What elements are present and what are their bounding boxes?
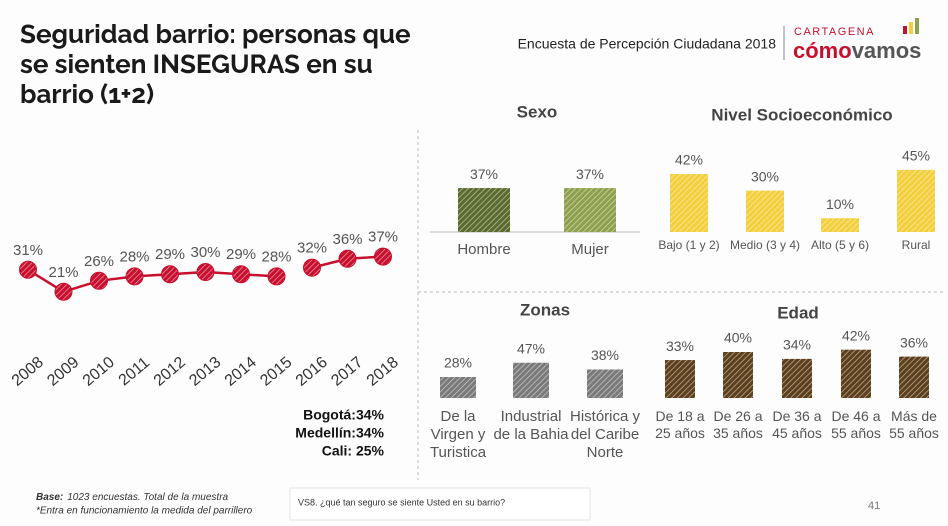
point [232, 265, 250, 284]
value-label: 28% [444, 355, 472, 371]
bar [723, 352, 753, 398]
point [196, 263, 215, 281]
x-tick-label: 2012 [151, 354, 189, 390]
point [125, 267, 144, 286]
bar [821, 218, 859, 232]
x-tick-label: Industrial de la Bahia [493, 408, 569, 443]
question: VS8. ¿qué tan seguro se siente Usted en … [298, 497, 505, 507]
base-text: 1023 encuestas. Total de la muestra [67, 492, 228, 503]
value-label: 33% [666, 338, 694, 354]
x-tick-label: 2017 [328, 354, 366, 390]
logo-first: cómo [793, 38, 852, 63]
point [303, 258, 321, 277]
x-tick-label: 2008 [9, 354, 47, 390]
x-tick-label: Más de 55 años [889, 408, 939, 441]
value-label: 31% [13, 242, 43, 259]
x-tick-label: Histórica y del Caribe Norte [569, 408, 640, 461]
title: Seguridad barrio: personas que se siente… [20, 20, 411, 110]
point [19, 260, 37, 279]
bar [746, 190, 784, 232]
base: Base: 1023 encuestas. Total de la muestra [36, 492, 229, 503]
x-tick-label: Hombre [457, 241, 511, 258]
bar [841, 349, 871, 398]
x-tick-label: 2015 [257, 354, 295, 390]
point [54, 282, 73, 301]
value-label: 42% [842, 327, 870, 343]
bar [587, 369, 623, 398]
value-label: 37% [470, 166, 498, 182]
value-label: 26% [84, 253, 114, 270]
value-label: 30% [190, 244, 220, 261]
value-label: 21% [48, 264, 78, 281]
chart-title: Zonas [520, 300, 570, 319]
x-tick-label: 2010 [80, 354, 118, 390]
x-tick-label: 2014 [222, 354, 260, 390]
x-tick-label: 2016 [293, 354, 331, 390]
value-label: 45% [902, 148, 930, 164]
point [161, 265, 179, 284]
value-label: 10% [826, 196, 854, 212]
point [267, 267, 286, 286]
x-tick-label: 2009 [44, 354, 82, 390]
chart-title: Nivel Socioeconómico [711, 105, 892, 124]
point [90, 271, 108, 290]
value-label: 42% [675, 152, 703, 168]
bar [665, 360, 695, 398]
value-label: 30% [751, 168, 779, 184]
logo-city: CARTAGENA [794, 26, 875, 38]
x-tick-label: 2013 [186, 354, 224, 390]
x-tick-label: 2018 [364, 354, 402, 390]
bar [513, 362, 549, 398]
value-label: 32% [297, 240, 327, 257]
x-tick-label: Medio (3 y 4) [729, 238, 801, 252]
value-label: 38% [591, 347, 619, 363]
x-tick-label: Mujer [571, 241, 609, 258]
chart-title: Edad [777, 303, 819, 322]
value-label: 29% [226, 246, 256, 263]
value-label: 37% [368, 229, 398, 246]
page-number: 41 [868, 500, 880, 512]
value-label: 28% [119, 248, 149, 265]
bar [564, 188, 616, 232]
value-label: 34% [783, 337, 811, 353]
x-tick-label: De 46 a 55 años [831, 408, 881, 441]
value-label: 36% [900, 334, 928, 350]
subtitle: Encuesta de Percepción Ciudadana 2018 [518, 36, 777, 52]
note: *Entra en funcionamiento la medida del p… [36, 506, 253, 517]
value-label: 28% [261, 248, 291, 265]
x-tick-label: De 18 a 25 años [655, 408, 705, 441]
logo-second: vamos [852, 38, 922, 63]
value-label: 40% [724, 330, 752, 346]
annotation: Medellín:34% [295, 425, 384, 441]
value-label: 37% [576, 166, 604, 182]
x-tick-label: Bajo (1 y 2) [658, 238, 720, 252]
point [374, 247, 392, 266]
bar [670, 174, 708, 232]
logo-icon [903, 18, 919, 34]
annotation: Bogotá:34% [303, 407, 384, 423]
logo: cómovamos [793, 38, 921, 63]
x-tick-label: Alto (5 y 6) [810, 238, 870, 252]
bar [458, 188, 510, 232]
x-tick-label: De 36 a 45 años [772, 408, 822, 441]
x-tick-label: De la Virgen y Turistica [429, 408, 487, 461]
value-label: 36% [332, 231, 362, 248]
x-tick-label: Rural [901, 238, 931, 252]
bar [782, 358, 812, 398]
question-box [289, 487, 591, 521]
value-label: 47% [517, 340, 545, 356]
annotation: Cali: 25% [322, 443, 385, 459]
point [338, 249, 357, 268]
bar [440, 377, 476, 398]
base-label: Base: [36, 492, 63, 503]
chart-title: Sexo [517, 102, 558, 121]
value-label: 29% [155, 246, 185, 263]
x-tick-label: De 26 a 35 años [713, 408, 763, 441]
x-tick-label: 2011 [116, 354, 153, 389]
bar [897, 169, 935, 232]
bar [899, 356, 929, 398]
